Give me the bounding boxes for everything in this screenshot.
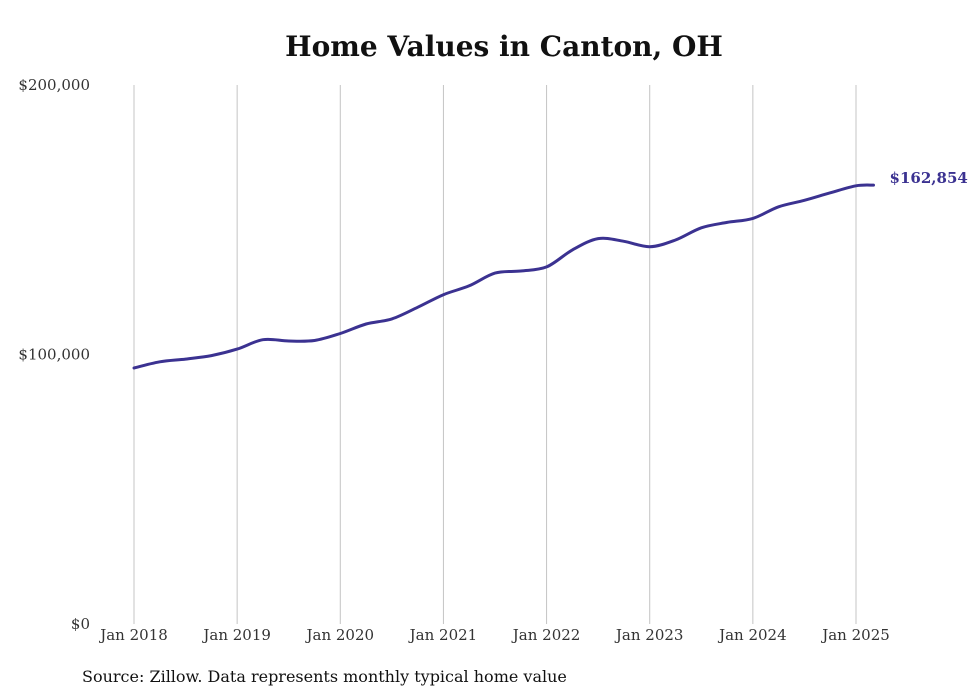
gridlines (133, 85, 857, 624)
y-tick-label: $0 (71, 615, 90, 633)
x-tick-label: Jan 2022 (511, 626, 581, 644)
y-axis-ticks: $0 $100,000 $200,000 (18, 76, 90, 633)
end-labels: $162,854 (890, 169, 968, 187)
y-tick-label: $100,000 (18, 346, 90, 364)
series-line-0 (132, 183, 875, 370)
x-axis-ticks: Jan 2018 Jan 2019 Jan 2020 Jan 2021 Jan 2022… (98, 626, 890, 644)
chart-title: Home Values in Canton, OH (285, 30, 723, 63)
end-value-label: $162,854 (890, 169, 968, 187)
x-tick-label: Jan 2019 (201, 626, 271, 644)
x-tick-label: Jan 2023 (614, 626, 684, 644)
x-tick-label: Jan 2018 (98, 626, 168, 644)
x-tick-label: Jan 2021 (408, 626, 478, 644)
y-tick-label: $200,000 (18, 76, 90, 94)
x-tick-label: Jan 2025 (820, 626, 890, 644)
x-tick-label: Jan 2020 (305, 626, 375, 644)
source-note: Source: Zillow. Data represents monthly … (82, 667, 567, 686)
series-lines (132, 183, 875, 370)
x-tick-label: Jan 2024 (717, 626, 787, 644)
